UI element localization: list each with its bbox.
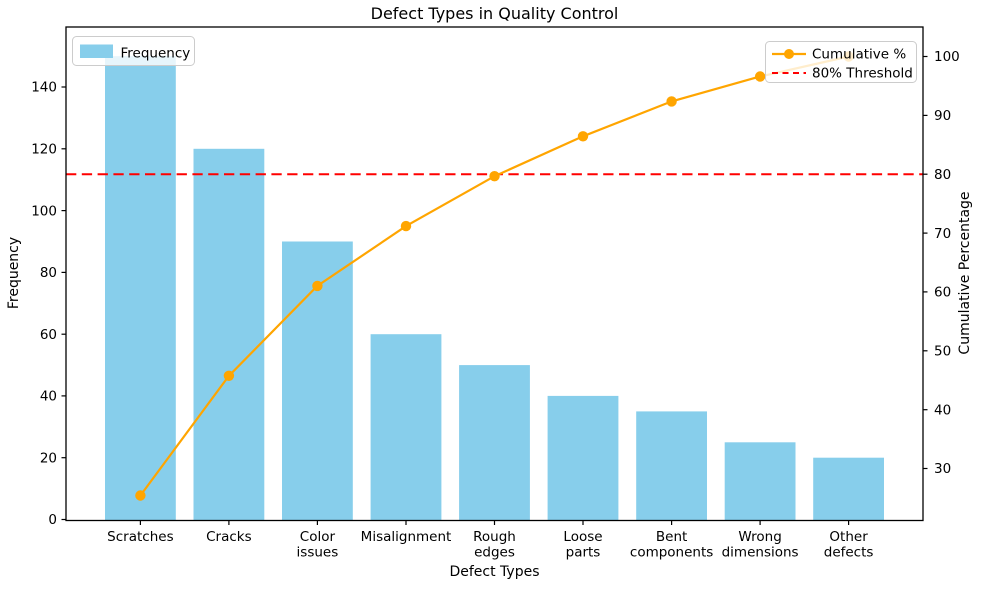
bar [724, 442, 796, 521]
y-right-tick-label: 60 [934, 285, 951, 301]
x-category-label: Wrong dimensions [722, 529, 799, 561]
legend-frequency: Frequency [72, 36, 195, 66]
y-left-tick-label: 140 [31, 80, 57, 96]
x-category-label: Bent components [630, 529, 713, 561]
x-category-label: Loose parts [563, 529, 602, 561]
frequency-swatch [80, 44, 113, 58]
bar [370, 334, 442, 521]
legend-frequency-label: Frequency [121, 46, 191, 62]
legend-frequency-box [72, 36, 195, 66]
bar [813, 457, 884, 521]
legend-cumulative-marker-icon [784, 49, 794, 59]
bar [459, 365, 530, 521]
legend-cumulative-threshold-box [765, 41, 917, 83]
y-right-axis-label: Cumulative Percentage [957, 191, 973, 354]
x-category-label: Cracks [206, 529, 252, 545]
x-axis-label: Defect Types [449, 564, 539, 580]
cumulative-point [223, 370, 235, 381]
legend-cumulative-label: Cumulative % [812, 47, 906, 63]
bar [193, 148, 265, 521]
y-left-tick-label: 20 [40, 450, 57, 466]
y-right-tick-label: 80 [934, 167, 951, 183]
cumulative-point [312, 280, 323, 292]
y-left-tick-label: 40 [40, 389, 57, 405]
x-category-label: Misalignment [361, 529, 452, 545]
cumulative-point [754, 71, 766, 82]
y-right-tick-label: 30 [934, 461, 951, 477]
y-right-tick-label: 70 [934, 226, 951, 242]
y-left-tick-label: 80 [40, 265, 57, 281]
y-right-tick-label: 90 [934, 108, 951, 124]
y-left-tick-label: 60 [40, 327, 57, 343]
chart-title: Defect Types in Quality Control [371, 4, 619, 23]
cumulative-line-group [135, 51, 854, 501]
x-category-label: Other defects [824, 529, 874, 561]
y-right-tick-label: 40 [934, 402, 951, 418]
bar [105, 56, 176, 521]
bar [547, 395, 619, 521]
axes-group: 0 20 40 60 80 100 120 140 30 40 50 60 70 80 90 100 Scrat… [31, 26, 960, 561]
y-right-tick-label: 50 [934, 344, 951, 360]
x-category-label: Scratches [107, 529, 173, 545]
y-left-axis-label: Frequency [6, 237, 22, 309]
cumulative-point [135, 490, 146, 501]
bars-group [105, 56, 884, 521]
legend-threshold-label: 80% Threshold [812, 66, 913, 82]
x-category-label: Rough edges [473, 529, 516, 561]
y-left-tick-label: 120 [31, 142, 57, 158]
y-left-tick-label: 0 [48, 512, 57, 528]
x-category-label: Color issues [297, 529, 339, 561]
bar [636, 411, 707, 521]
y-right-tick-label: 100 [934, 49, 960, 65]
cumulative-point [489, 171, 500, 182]
y-left-tick-label: 100 [31, 203, 57, 219]
cumulative-point [577, 131, 589, 142]
legend-cumulative-threshold: Cumulative % 80% Threshold [765, 41, 917, 83]
cumulative-point [666, 96, 677, 107]
cumulative-point [400, 220, 412, 232]
